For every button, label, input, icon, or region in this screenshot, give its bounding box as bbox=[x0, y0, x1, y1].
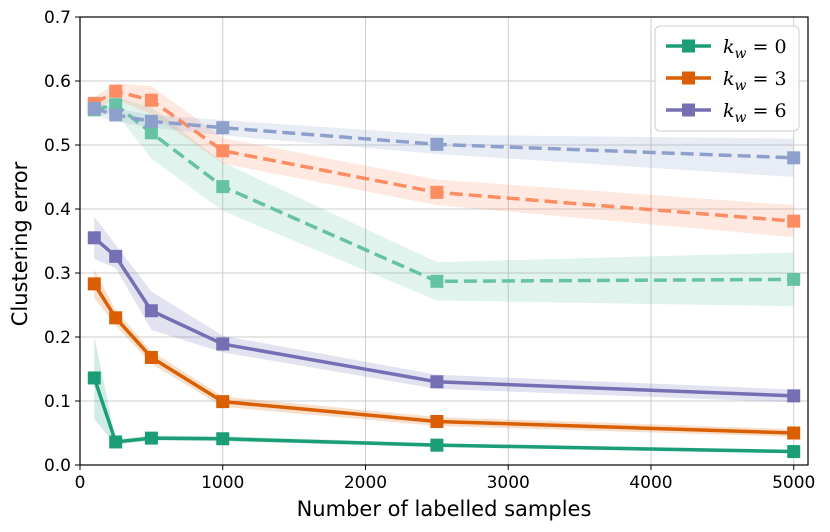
y-tick-label: 0.4 bbox=[44, 200, 71, 220]
band-dashed-5 bbox=[94, 102, 794, 177]
data-point bbox=[109, 84, 123, 98]
x-tick-label: 1000 bbox=[201, 473, 244, 493]
data-point bbox=[144, 350, 158, 364]
data-point bbox=[787, 151, 801, 165]
series-line-dashed-5 bbox=[93, 106, 794, 160]
legend-marker bbox=[682, 39, 695, 53]
data-point bbox=[430, 438, 444, 452]
axis-ticks: 0 1000 2000 3000 4000 5000 0.0 0.1 0.2 0.3 0.4 0.5 0… bbox=[44, 8, 815, 493]
y-tick-label: 0.1 bbox=[44, 392, 71, 412]
y-tick-label: 0.3 bbox=[44, 264, 71, 284]
series-line-solid-0 bbox=[92, 377, 794, 454]
data-point bbox=[109, 249, 123, 263]
y-tick-label: 0.0 bbox=[44, 456, 71, 476]
legend-label: kw = 6 bbox=[723, 100, 787, 126]
data-point bbox=[87, 371, 101, 385]
data-point bbox=[109, 98, 123, 112]
band-dashed-4 bbox=[94, 83, 794, 238]
data-point bbox=[430, 185, 444, 199]
data-point bbox=[430, 414, 444, 428]
data-point bbox=[144, 431, 158, 445]
data-point bbox=[144, 114, 158, 128]
x-tick-label: 5000 bbox=[772, 473, 815, 493]
x-tick-label: 4000 bbox=[629, 473, 672, 493]
data-point bbox=[787, 445, 801, 459]
data-point bbox=[109, 108, 123, 122]
y-axis-label: Clustering error bbox=[8, 161, 32, 326]
x-tick-label: 3000 bbox=[487, 473, 530, 493]
legend-label-value: = 6 bbox=[747, 100, 787, 122]
data-point bbox=[87, 277, 101, 291]
data-point bbox=[430, 375, 444, 389]
y-tick-label: 0.2 bbox=[44, 328, 71, 348]
confidence-bands bbox=[94, 83, 794, 454]
y-tick-label: 0.6 bbox=[44, 72, 71, 92]
data-point bbox=[787, 389, 801, 403]
legend-marker bbox=[682, 103, 695, 117]
legend-label: kw = 3 bbox=[723, 68, 787, 94]
data-point bbox=[87, 231, 101, 245]
data-point bbox=[430, 137, 444, 151]
legend-label-value: = 0 bbox=[747, 36, 787, 58]
x-axis-label: Number of labelled samples bbox=[297, 497, 592, 521]
y-tick-label: 0.5 bbox=[44, 136, 71, 156]
legend-label: kw = 0 bbox=[723, 36, 787, 62]
data-point bbox=[787, 426, 801, 440]
series-markers bbox=[87, 84, 801, 459]
data-point bbox=[144, 93, 158, 107]
y-tick-label: 0.7 bbox=[44, 8, 71, 28]
legend-label-base: k bbox=[723, 100, 735, 122]
data-point bbox=[109, 311, 123, 325]
legend: kw = 0kw = 3kw = 6 bbox=[654, 25, 800, 132]
data-point bbox=[216, 144, 230, 158]
legend-label-subscript: w bbox=[735, 46, 747, 62]
data-point bbox=[216, 337, 230, 351]
axes-frame bbox=[79, 16, 809, 466]
data-point bbox=[430, 274, 444, 288]
data-point bbox=[144, 304, 158, 318]
data-point bbox=[144, 126, 158, 140]
data-point bbox=[87, 102, 101, 116]
data-point bbox=[787, 214, 801, 228]
series-line-solid-1 bbox=[92, 282, 794, 435]
legend-label-base: k bbox=[723, 68, 735, 90]
band-dashed-3 bbox=[94, 97, 794, 307]
legend-label-value: = 3 bbox=[747, 68, 787, 90]
legend-label-subscript: w bbox=[735, 110, 747, 126]
data-point bbox=[216, 395, 230, 409]
band-solid-2 bbox=[94, 216, 794, 403]
legend-label-base: k bbox=[723, 36, 735, 58]
legend-label-subscript: w bbox=[735, 78, 747, 94]
x-tick-label: 2000 bbox=[344, 473, 387, 493]
legend-marker bbox=[682, 71, 695, 85]
x-tick-label: 0 bbox=[75, 473, 86, 493]
data-point bbox=[216, 121, 230, 135]
data-point bbox=[216, 432, 230, 446]
data-point bbox=[109, 435, 123, 449]
data-point bbox=[787, 272, 801, 286]
data-point bbox=[216, 180, 230, 194]
